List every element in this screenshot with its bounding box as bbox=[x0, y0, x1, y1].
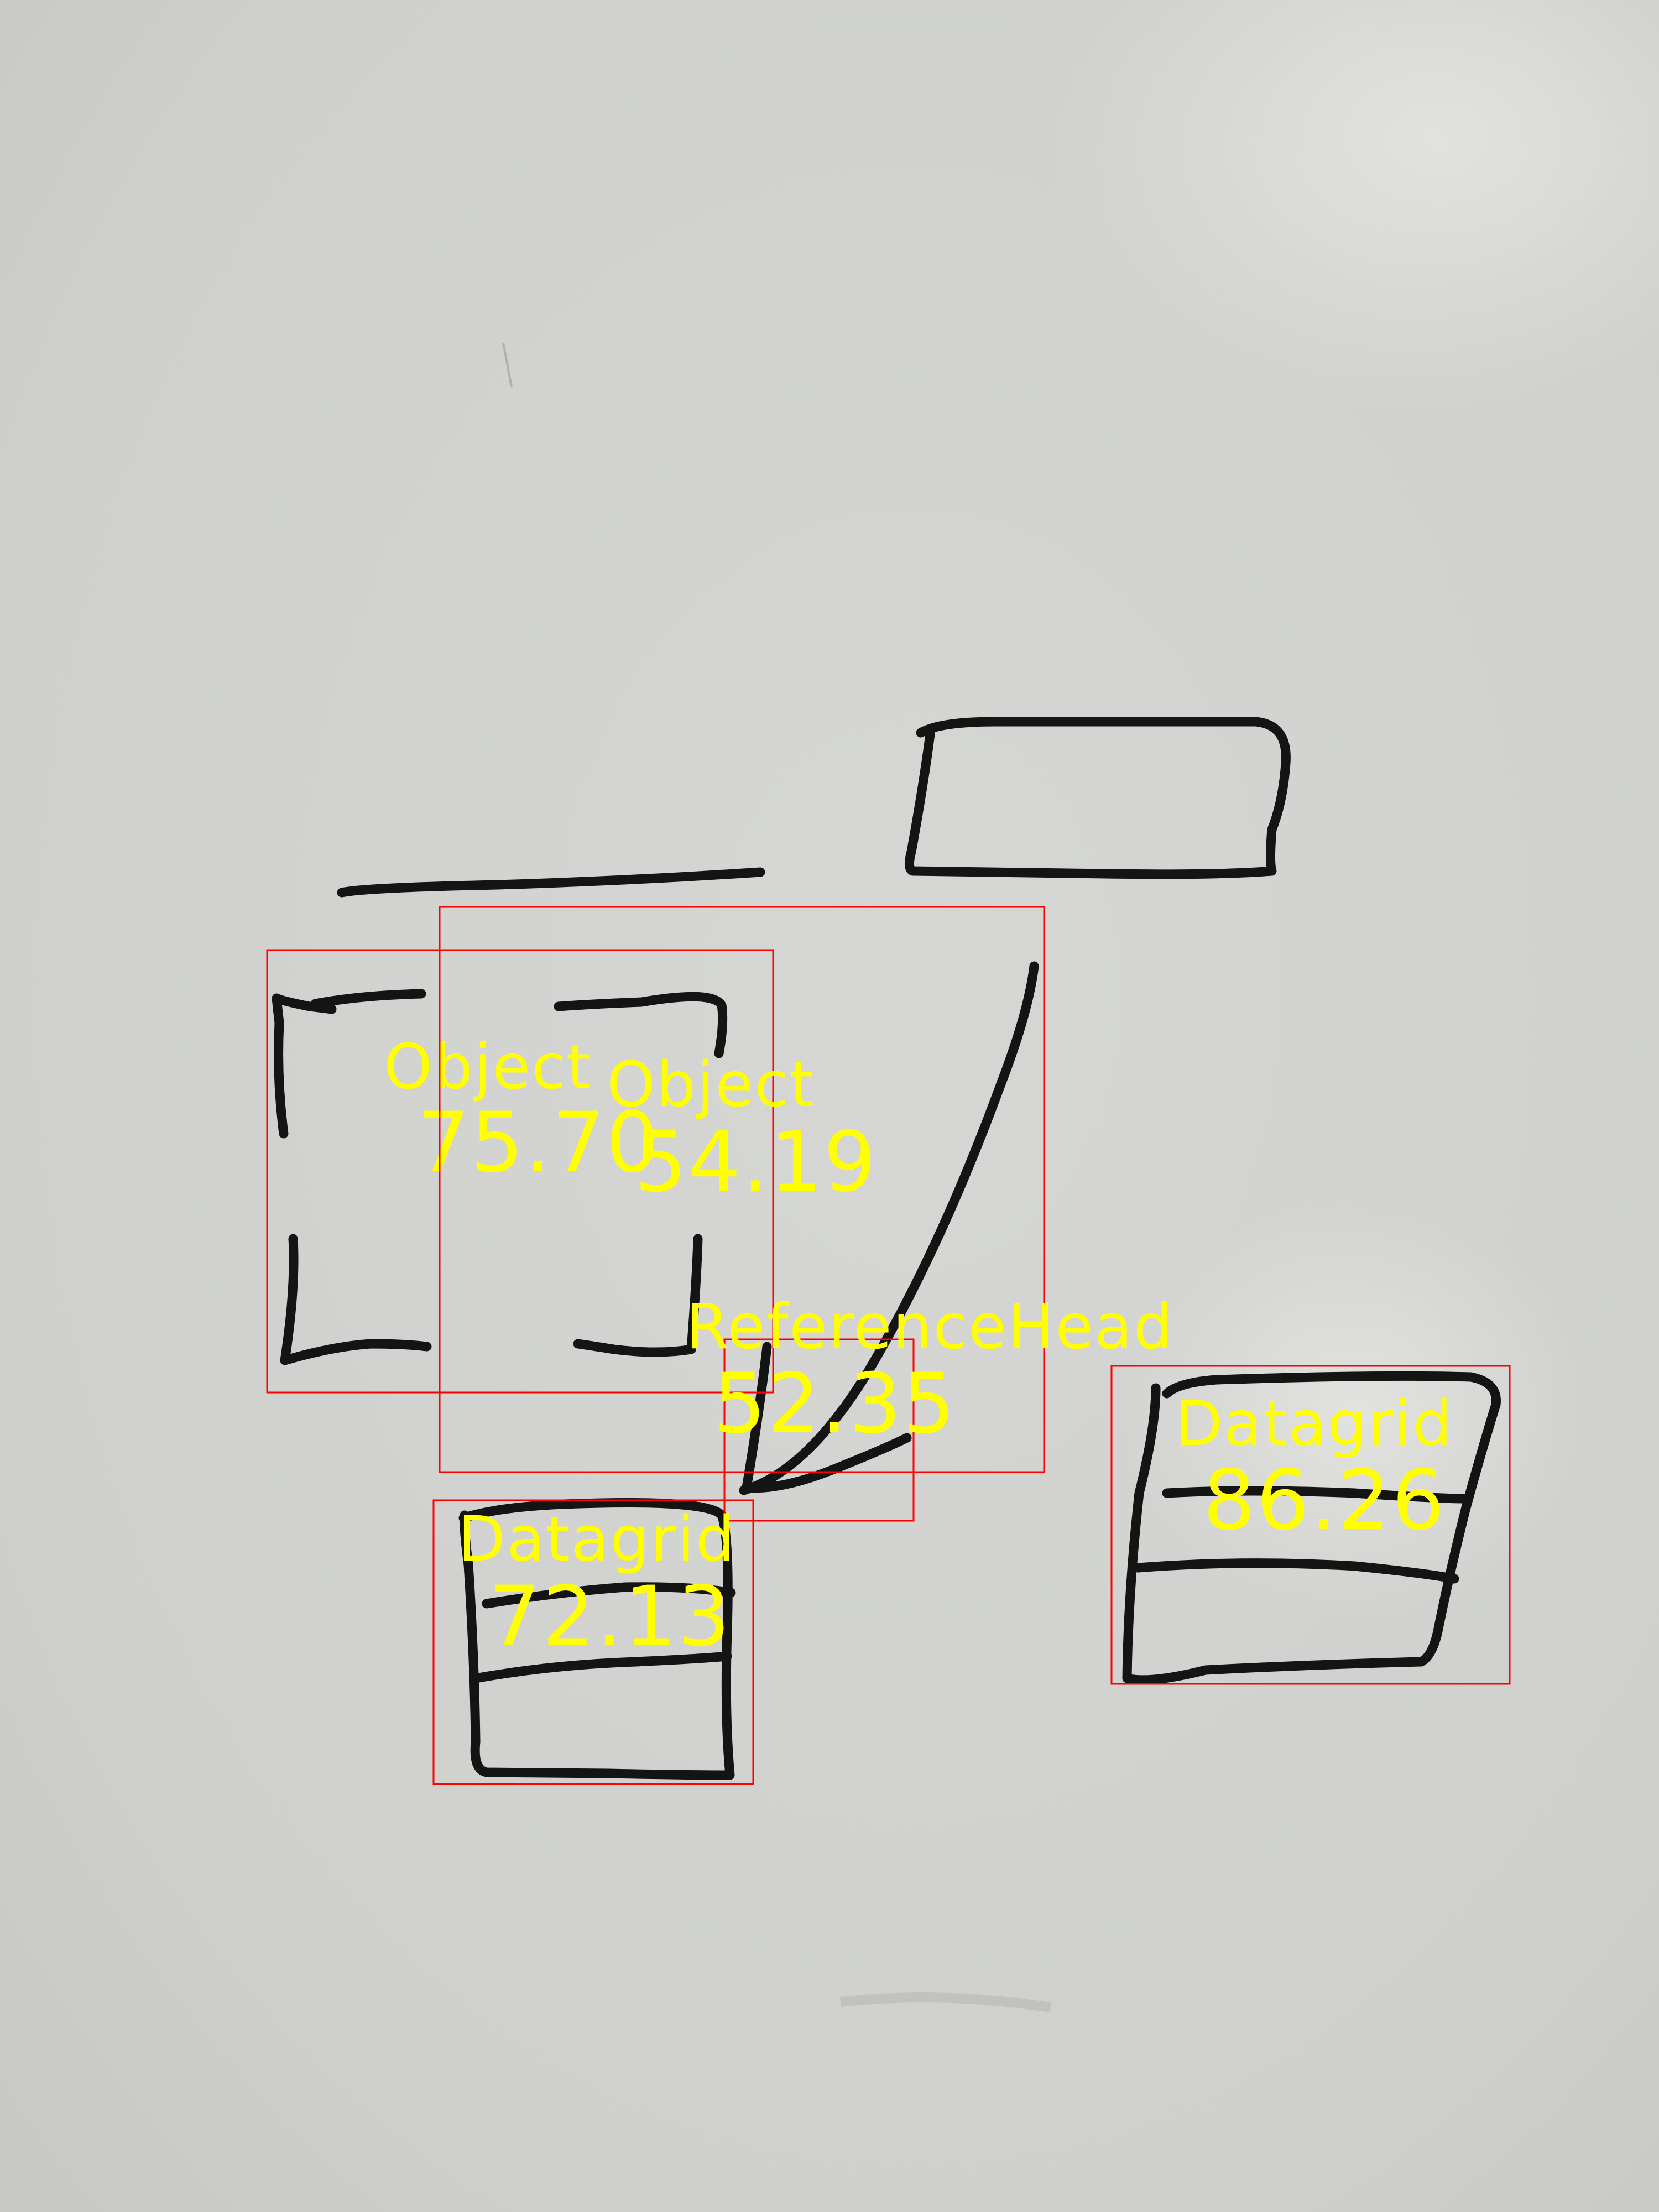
sketch-datagrid bbox=[1122, 1371, 1501, 1685]
light-glare bbox=[1051, 0, 1659, 415]
detection-object: Object 75.70 bbox=[266, 949, 774, 1394]
sketch-corner-bracket bbox=[272, 989, 426, 1139]
detection-label: Object bbox=[607, 1049, 815, 1121]
detection-score: 52.35 bbox=[713, 1356, 956, 1452]
sketch-ink bbox=[272, 717, 1501, 1780]
bounding-box bbox=[439, 906, 1045, 1473]
detection-datagrid: Datagrid 86.26 bbox=[1110, 1365, 1511, 1685]
detection-label: ReferenceHead bbox=[686, 1291, 1174, 1363]
sketch-check-mark bbox=[742, 1342, 912, 1493]
bounding-box bbox=[723, 1338, 915, 1522]
sketch-datagrid-row-line bbox=[1162, 1486, 1470, 1504]
detection-object: Object 54.19 bbox=[439, 906, 1045, 1473]
board-smudge bbox=[840, 1992, 1052, 2012]
detection-label: Object bbox=[384, 1031, 592, 1103]
sketch-datagrid-row-line bbox=[482, 1582, 736, 1609]
sketch-datagrid-row-line bbox=[471, 1651, 732, 1683]
bounding-box bbox=[1110, 1365, 1511, 1685]
detection-score: 72.13 bbox=[488, 1569, 731, 1665]
sketch-datagrid bbox=[458, 1498, 735, 1780]
bounding-box bbox=[432, 1499, 754, 1785]
sketch-datagrid-row-line bbox=[1133, 1558, 1459, 1584]
detection-label: Datagrid bbox=[458, 1504, 736, 1575]
detection-label: Datagrid bbox=[1175, 1388, 1453, 1460]
sketch-corner-bracket bbox=[280, 1234, 432, 1365]
sketch-line bbox=[337, 867, 765, 898]
sketch-diagonal-stroke bbox=[739, 961, 1039, 1495]
board-smudge bbox=[502, 342, 513, 388]
detection-reference-head: ReferenceHead 52.35 bbox=[686, 1291, 1174, 1522]
sketch-rectangle bbox=[905, 717, 1291, 879]
detection-score: 86.26 bbox=[1203, 1453, 1446, 1549]
sketch-corner-bracket bbox=[573, 1234, 703, 1357]
sketch-corner-bracket bbox=[554, 992, 728, 1058]
detection-overlays: Object 75.70 Object 54.19 ReferenceHead … bbox=[266, 906, 1511, 1785]
light-glare bbox=[1123, 1200, 1587, 1620]
detection-score: 75.70 bbox=[417, 1095, 660, 1191]
bounding-box bbox=[266, 949, 774, 1394]
detection-score: 54.19 bbox=[634, 1114, 877, 1211]
detection-datagrid: Datagrid 72.13 bbox=[432, 1499, 754, 1785]
